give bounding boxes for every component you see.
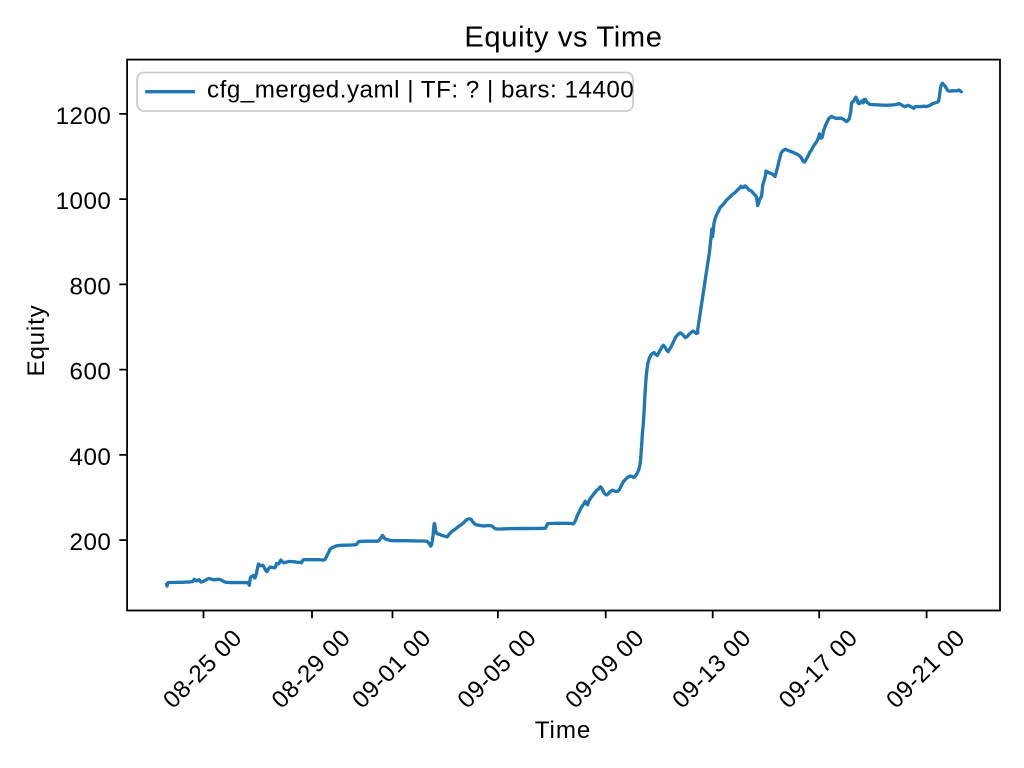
svg-text:200: 200 xyxy=(70,529,112,556)
svg-text:400: 400 xyxy=(70,444,112,471)
svg-text:600: 600 xyxy=(70,359,112,386)
svg-text:Time: Time xyxy=(535,717,591,744)
svg-text:Equity: Equity xyxy=(23,304,50,376)
svg-text:cfg_merged.yaml | TF: ? | bars: cfg_merged.yaml | TF: ? | bars: 14400 xyxy=(207,77,634,104)
svg-text:1000: 1000 xyxy=(56,188,112,215)
svg-text:Equity vs Time: Equity vs Time xyxy=(464,22,662,54)
svg-text:1200: 1200 xyxy=(56,103,112,130)
svg-text:800: 800 xyxy=(70,273,112,300)
